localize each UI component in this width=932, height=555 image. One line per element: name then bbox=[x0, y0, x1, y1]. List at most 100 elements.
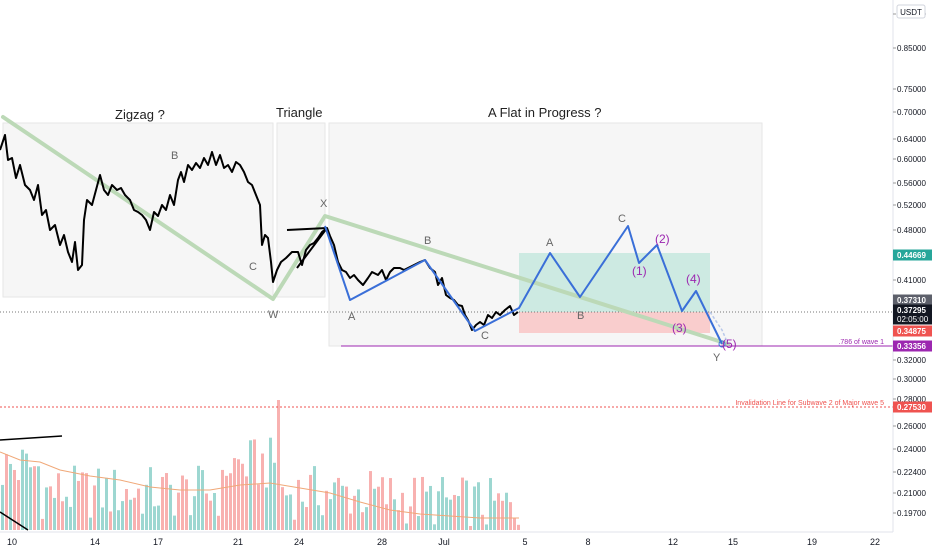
volume-bar bbox=[425, 491, 428, 530]
price-badge bbox=[893, 340, 932, 352]
volume-bar bbox=[417, 516, 420, 530]
wave-label-proj-c: C bbox=[618, 213, 626, 225]
volume-bar bbox=[397, 510, 400, 530]
price-tick-label: 0.41000 bbox=[897, 276, 926, 285]
volume-bar bbox=[173, 515, 176, 530]
volume-bar bbox=[9, 463, 12, 530]
volume-bar bbox=[237, 459, 240, 530]
volume-bar bbox=[341, 485, 344, 530]
volume-bar bbox=[257, 484, 260, 530]
volume-bar bbox=[509, 502, 512, 530]
volume-bar bbox=[57, 473, 60, 530]
volume-bar bbox=[109, 511, 112, 530]
pattern-label-zigzag: Zigzag ? bbox=[115, 107, 165, 122]
time-tick-label: 14 bbox=[90, 537, 100, 547]
time-tick-label: 19 bbox=[807, 537, 817, 547]
volume-bar bbox=[353, 495, 356, 530]
time-tick-label: 8 bbox=[585, 537, 590, 547]
volume-bar bbox=[181, 475, 184, 530]
volume-bar bbox=[213, 492, 216, 530]
volume-bar bbox=[185, 479, 188, 530]
volume-bar bbox=[485, 524, 488, 530]
price-axis: 0.900000.850000.750000.700000.640000.600… bbox=[892, 0, 932, 532]
price-tick-label: 0.30000 bbox=[897, 375, 926, 384]
volume-bar bbox=[265, 487, 268, 530]
wave-label-w: W bbox=[268, 309, 279, 321]
price-badge-label: 0.33356 bbox=[897, 342, 926, 351]
volume-bar bbox=[357, 489, 360, 530]
volume-bar bbox=[513, 518, 516, 530]
volume-bar bbox=[121, 501, 124, 530]
time-tick-label: 12 bbox=[668, 537, 678, 547]
wave-label-y: Y bbox=[713, 352, 721, 364]
volume-bar bbox=[413, 477, 416, 530]
volume-bar bbox=[165, 473, 168, 530]
volume-bar bbox=[117, 510, 120, 530]
wave-label-flat-c: C bbox=[481, 330, 489, 342]
price-tick-label: 0.24000 bbox=[897, 445, 926, 454]
volume-bar bbox=[229, 473, 232, 530]
triangle-lower-line bbox=[296, 227, 328, 269]
wave-label-1: (1) bbox=[632, 264, 647, 278]
price-badge bbox=[893, 325, 932, 337]
volume-bar bbox=[393, 499, 396, 530]
volume-trendline bbox=[0, 511, 29, 531]
volume-bar bbox=[81, 472, 84, 530]
wave-label-2: (2) bbox=[655, 232, 670, 246]
volume-bar bbox=[361, 512, 364, 530]
wave-projection-dashed bbox=[709, 311, 729, 345]
volume-bar bbox=[305, 507, 308, 530]
price-badge bbox=[893, 401, 932, 413]
volume-bar bbox=[37, 466, 40, 530]
volume-bar bbox=[381, 477, 384, 530]
volume-bar bbox=[489, 478, 492, 530]
volume-bar bbox=[205, 493, 208, 530]
volume-bar bbox=[69, 506, 72, 530]
volume-bar bbox=[377, 486, 380, 530]
time-tick-label: 21 bbox=[233, 537, 243, 547]
price-tick-label: 0.56000 bbox=[897, 179, 926, 188]
volume-bar bbox=[429, 485, 432, 530]
volume-bar bbox=[345, 486, 348, 530]
volume-bar bbox=[317, 505, 320, 530]
volume-bar bbox=[453, 494, 456, 530]
volume-bar bbox=[209, 500, 212, 530]
volume-bar bbox=[29, 467, 32, 530]
volume-bar bbox=[157, 505, 160, 530]
volume-bar bbox=[505, 492, 508, 530]
target-zone bbox=[519, 253, 710, 312]
volume-bar bbox=[245, 476, 248, 530]
volume-bar bbox=[249, 440, 252, 530]
volume-pane bbox=[1, 400, 520, 530]
volume-bar bbox=[145, 484, 148, 530]
volume-bar bbox=[409, 506, 412, 530]
volume-bar bbox=[289, 494, 292, 530]
price-tick-label: 0.70000 bbox=[897, 108, 926, 117]
volume-bar bbox=[13, 469, 16, 530]
volume-bar bbox=[477, 482, 480, 530]
price-badge bbox=[893, 304, 932, 325]
volume-bar bbox=[25, 453, 28, 530]
volume-bar bbox=[77, 480, 80, 530]
price-badge-label: 0.37310 bbox=[897, 296, 926, 305]
volume-bar bbox=[501, 500, 504, 530]
wave-5-marker bbox=[718, 340, 726, 348]
volume-trendline bbox=[0, 435, 63, 441]
volume-bar bbox=[457, 496, 460, 530]
volume-bar bbox=[405, 523, 408, 530]
invalidation-annotation: Invalidation Line for Subwave 2 of Major… bbox=[735, 400, 884, 407]
volume-bar bbox=[325, 490, 328, 530]
volume-bar bbox=[201, 470, 204, 530]
volume-bar bbox=[133, 497, 136, 530]
volume-bar bbox=[1, 484, 4, 530]
volume-bar bbox=[285, 495, 288, 530]
volume-bar bbox=[161, 476, 164, 530]
volume-bar bbox=[197, 465, 200, 530]
volume-bar bbox=[53, 497, 56, 530]
wave-label-zigzag-b: B bbox=[171, 150, 178, 162]
stop-zone bbox=[519, 312, 710, 333]
price-badge-label: 0.34875 bbox=[897, 327, 926, 336]
price-tick-label: 0.48000 bbox=[897, 226, 926, 235]
triangle-upper-line bbox=[286, 227, 328, 231]
